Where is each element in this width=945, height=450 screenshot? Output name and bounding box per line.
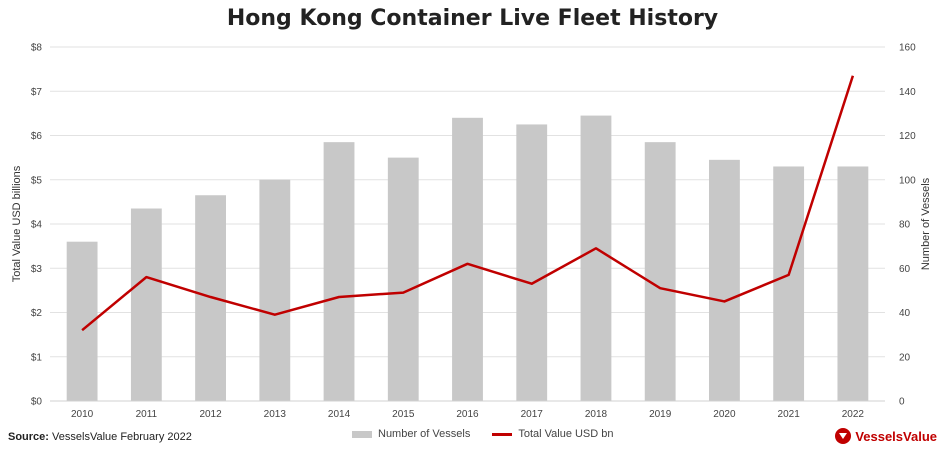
bar	[709, 159, 740, 401]
y-axis-left-label: Total Value USD billions	[11, 165, 23, 282]
left-tick-label: $2	[31, 308, 43, 319]
right-tick-label: 160	[899, 43, 916, 54]
legend-label-vessels: Number of Vessels	[378, 428, 471, 440]
y-axis-right-label: Number of Vessels	[920, 177, 932, 270]
left-tick-label: $5	[31, 175, 43, 186]
x-tick-label: 2017	[521, 409, 544, 420]
x-tick-label: 2016	[456, 409, 479, 420]
right-tick-label: 60	[899, 264, 911, 275]
x-tick-label: 2014	[328, 409, 351, 420]
brand-name: VesselsValue	[855, 428, 937, 444]
x-tick-label: 2010	[71, 409, 94, 420]
right-tick-label: 20	[899, 352, 911, 363]
bar	[773, 166, 805, 401]
x-tick-label: 2020	[713, 409, 736, 420]
right-tick-label: 120	[899, 131, 916, 142]
source-label: Source:	[8, 431, 49, 443]
legend: Number of Vessels Total Value USD bn	[352, 428, 628, 440]
source-text: VesselsValue February 2022	[52, 431, 192, 443]
x-tick-label: 2011	[136, 409, 158, 420]
x-tick-label: 2013	[264, 409, 287, 420]
x-tick-label: 2021	[778, 409, 801, 420]
bar	[259, 179, 291, 401]
x-tick-label: 2015	[392, 409, 415, 420]
legend-label-value: Total Value USD bn	[518, 428, 614, 440]
legend-swatch-bar	[352, 430, 372, 438]
legend-swatch-line	[492, 432, 513, 436]
right-tick-label: 0	[899, 397, 905, 408]
right-tick-label: 140	[899, 87, 916, 98]
left-tick-label: $8	[31, 43, 43, 54]
bar	[387, 157, 419, 401]
x-tick-label: 2019	[649, 409, 672, 420]
bar	[580, 115, 612, 402]
right-tick-label: 100	[899, 175, 916, 186]
bar	[452, 117, 483, 402]
x-tick-label: 2018	[585, 409, 608, 420]
vesselsvalue-logo-icon	[835, 428, 852, 444]
bar	[323, 142, 355, 401]
left-tick-label: $6	[31, 131, 43, 142]
legend-item-value: Total Value USD bn	[492, 428, 614, 440]
bar	[644, 142, 676, 401]
bar	[130, 208, 162, 401]
bar	[516, 124, 548, 401]
left-tick-label: $3	[31, 264, 43, 275]
left-tick-label: $7	[31, 87, 43, 98]
x-tick-label: 2012	[199, 409, 222, 420]
right-tick-label: 80	[899, 220, 911, 231]
brand-logo: VesselsValue	[835, 428, 937, 444]
right-tick-label: 40	[899, 308, 911, 319]
chart-title: Hong Kong Container Live Fleet History	[226, 6, 719, 31]
left-tick-label: $0	[31, 397, 43, 408]
source-note: Source: VesselsValue February 2022	[8, 431, 192, 443]
x-tick-label: 2022	[842, 409, 865, 420]
left-tick-label: $4	[31, 220, 43, 231]
left-tick-label: $1	[31, 352, 43, 363]
bar	[837, 166, 869, 401]
legend-item-vessels: Number of Vessels	[352, 428, 470, 440]
